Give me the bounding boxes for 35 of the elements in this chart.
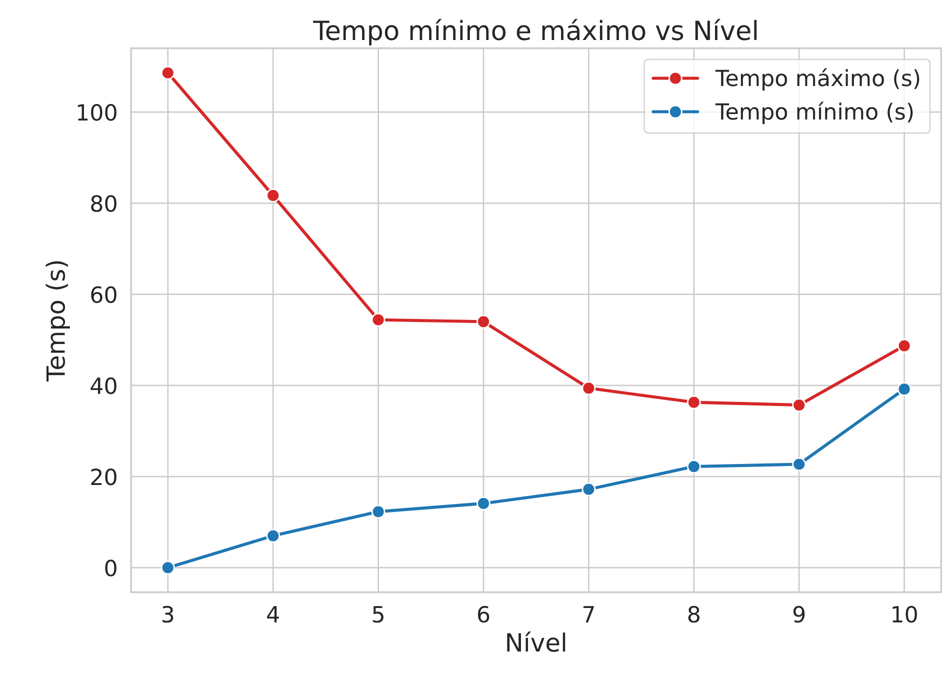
y-tick-label: 20 (91, 468, 116, 486)
point (476, 314, 490, 329)
point (582, 381, 596, 396)
point (792, 457, 806, 472)
point (792, 398, 806, 412)
point (160, 560, 175, 575)
point (897, 338, 912, 353)
x-tick-label: 8 (688, 606, 700, 623)
point (266, 188, 280, 202)
legend-label: Tempo mínimo (s) (715, 102, 913, 124)
x-tick-label: 9 (793, 606, 805, 623)
point (686, 395, 701, 410)
point (160, 66, 175, 80)
y-tick-label: 100 (78, 104, 116, 121)
y-tick-label: 40 (90, 377, 116, 394)
x-tick-label: 3 (162, 606, 174, 623)
x-tick-label: 4 (267, 606, 279, 622)
y-tick-label: 80 (91, 195, 116, 212)
y-tick-label: 0 (105, 560, 116, 576)
point (371, 312, 386, 327)
legend-label: Tempo máximo (s) (715, 68, 920, 91)
point (897, 382, 912, 396)
point (582, 482, 596, 496)
x-axis-title: Nível (507, 632, 566, 652)
point (686, 460, 701, 474)
x-tick-label: 6 (478, 606, 490, 623)
x-tick-label: 10 (892, 606, 917, 623)
y-axis-title: Tempo (s) (46, 261, 70, 382)
x-tick-label: 7 (583, 606, 594, 622)
x-tick-label: 5 (372, 606, 384, 623)
point (476, 496, 490, 510)
chart-title: Tempo mínimo e máximo vs Nível (313, 18, 757, 46)
y-tick-label: 60 (91, 286, 116, 304)
point (266, 528, 280, 543)
point (371, 504, 386, 519)
